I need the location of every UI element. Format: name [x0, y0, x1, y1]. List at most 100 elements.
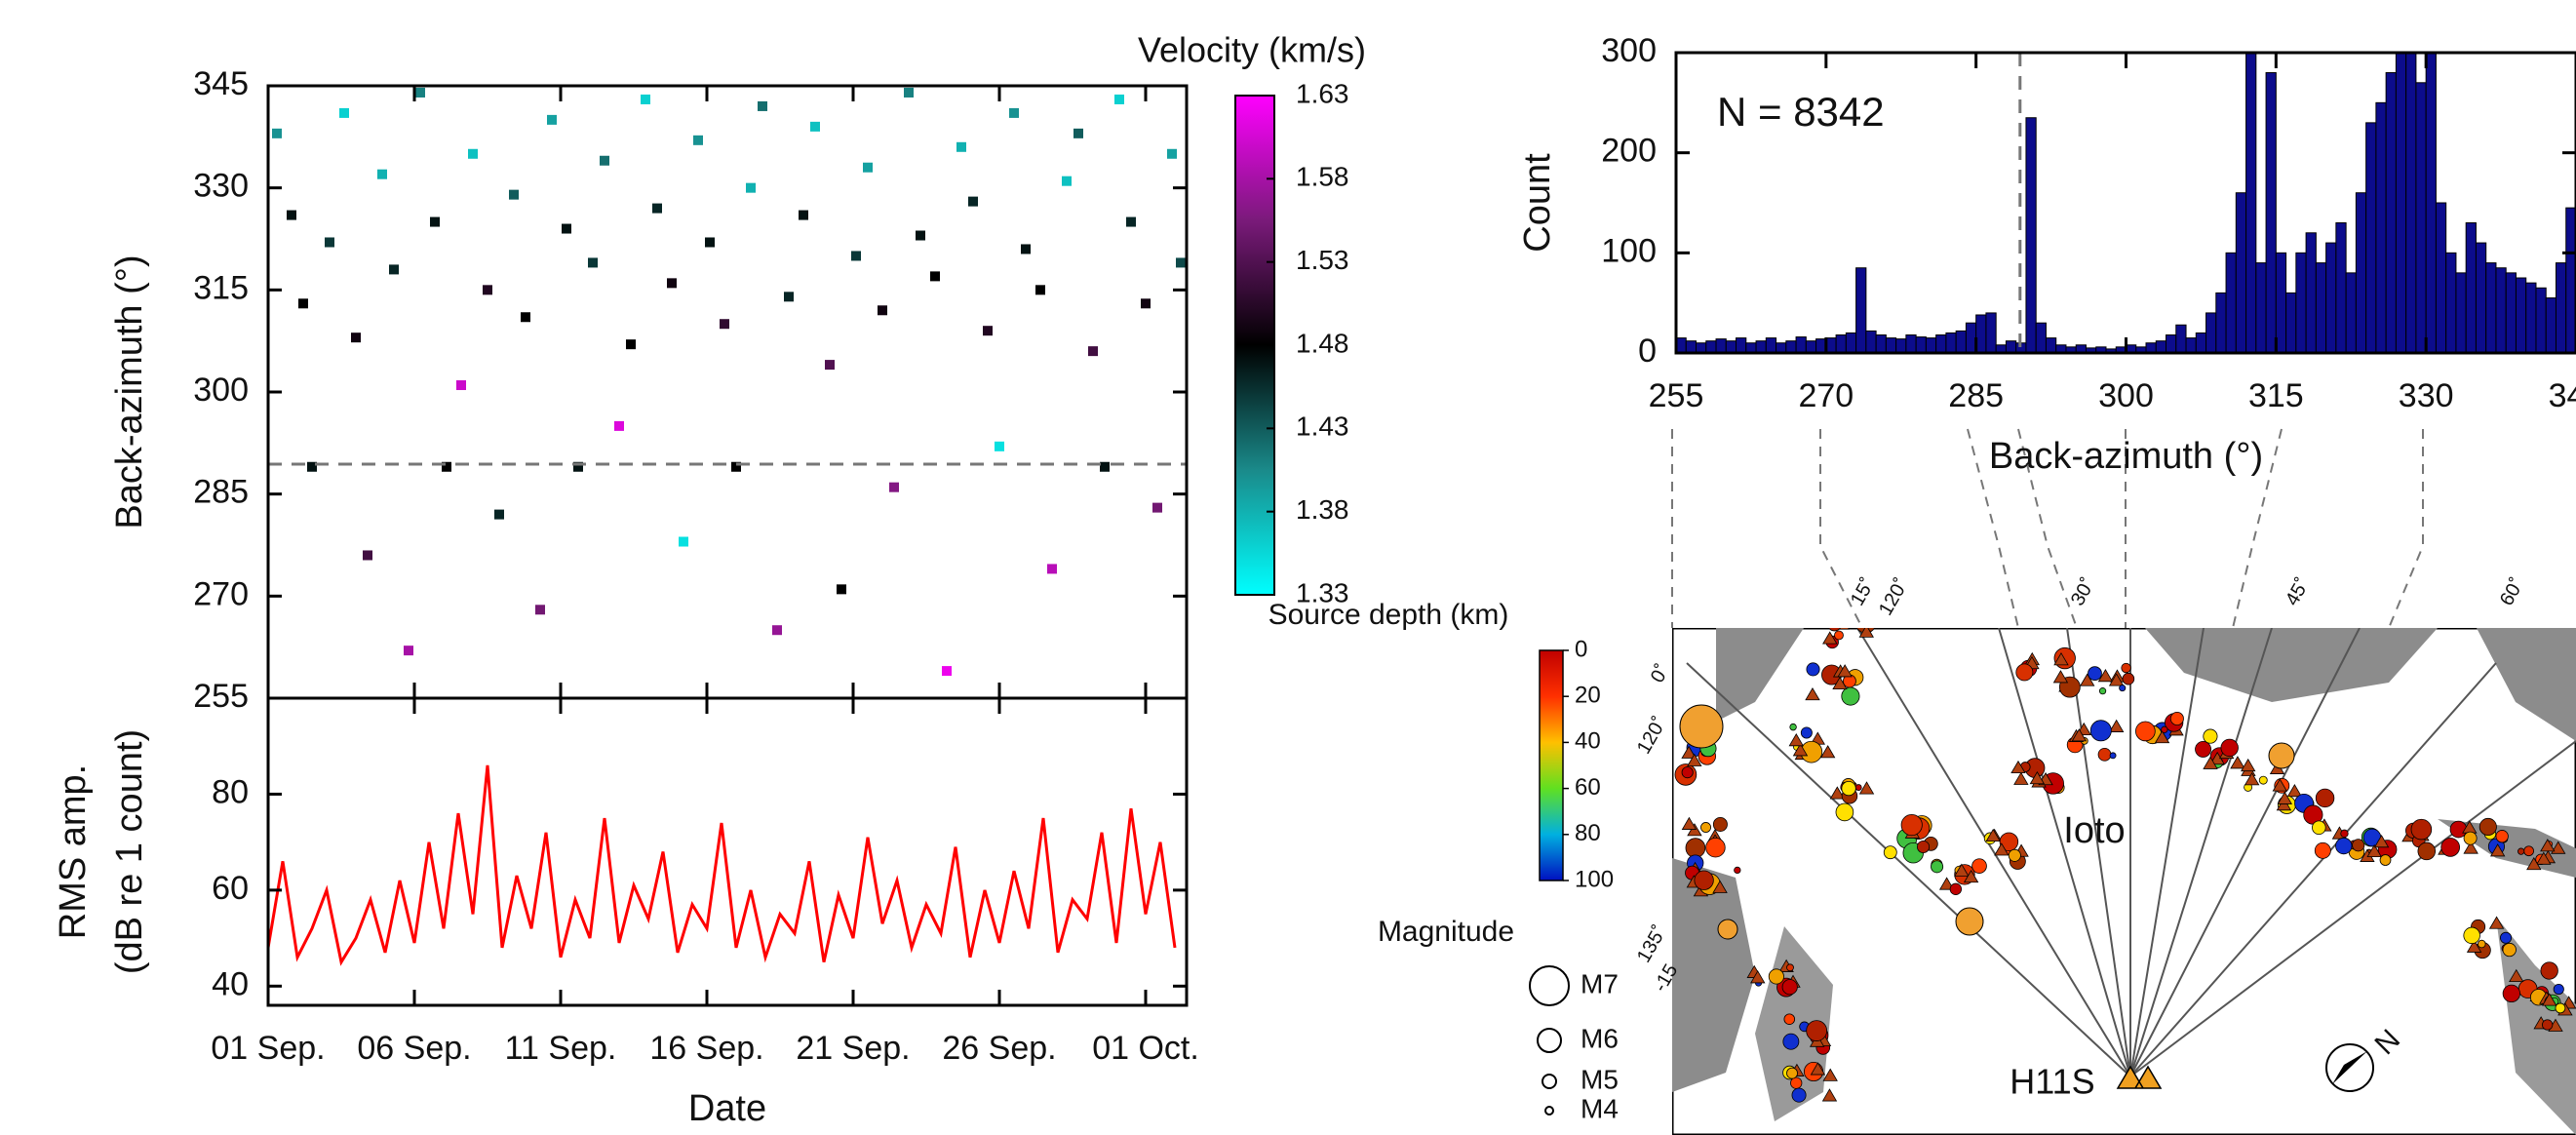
land — [2145, 628, 2438, 702]
event — [2379, 854, 2392, 866]
bar — [2405, 53, 2417, 353]
volcano — [2097, 669, 2114, 683]
land — [1716, 628, 1804, 722]
event — [1806, 662, 1820, 677]
bar — [1955, 330, 1967, 353]
point — [1073, 128, 1083, 138]
point — [679, 536, 688, 547]
point — [731, 461, 741, 472]
event — [2463, 926, 2480, 945]
x-tick-label: 11 Sep. — [505, 1030, 617, 1067]
bar — [2145, 342, 2157, 353]
colorbar-tick-label: 1.58 — [1296, 162, 1349, 192]
point — [772, 625, 782, 636]
volcano — [2154, 729, 2170, 744]
y-tick-label: 255 — [193, 678, 249, 715]
volcano — [1681, 745, 1697, 759]
point — [904, 87, 914, 98]
volcano — [2536, 851, 2552, 865]
y-axis-title: RMS amp. — [53, 764, 94, 939]
event — [2463, 831, 2478, 845]
volcano — [1954, 863, 1970, 877]
volcano — [1822, 631, 1838, 645]
point — [942, 666, 952, 677]
event — [2553, 983, 2564, 996]
volcano — [2509, 968, 2524, 983]
x-tick-label: 06 Sep. — [357, 1030, 471, 1067]
event — [1834, 630, 1844, 641]
depth-tick-label: 100 — [1575, 866, 1614, 892]
bar — [2355, 192, 2367, 353]
bar — [2415, 82, 2427, 353]
event — [2542, 1019, 2554, 1031]
event — [2500, 931, 2513, 944]
depth-tick-label: 0 — [1575, 636, 1587, 662]
ray-path — [2066, 628, 2131, 1077]
colorbar-tick-label: 1.53 — [1296, 245, 1349, 275]
volcano — [1819, 745, 1836, 759]
event — [2340, 829, 2349, 838]
point — [878, 305, 887, 316]
ray-path — [1686, 662, 2131, 1077]
bar — [2285, 292, 2297, 353]
point — [442, 461, 451, 472]
x-tick-label: 21 Sep. — [796, 1030, 910, 1067]
event — [2440, 838, 2460, 857]
event — [2089, 720, 2112, 742]
event — [2540, 961, 2558, 980]
y-tick-label: 330 — [193, 168, 249, 205]
event — [2315, 788, 2335, 808]
event — [1679, 704, 1724, 749]
event — [2203, 728, 2218, 744]
point — [404, 646, 413, 656]
bar — [2445, 252, 2457, 353]
bar — [1855, 267, 1867, 353]
event — [1783, 1013, 1796, 1025]
x-tick-label: 26 Sep. — [942, 1030, 1056, 1067]
event — [2122, 672, 2135, 685]
volcano — [2108, 673, 2125, 686]
event — [2478, 817, 2497, 837]
point — [483, 285, 492, 295]
bar — [1895, 338, 1907, 353]
bar — [2295, 252, 2307, 353]
x-tick-label: 01 Oct. — [1092, 1030, 1199, 1067]
volcano — [2526, 856, 2542, 871]
point — [363, 550, 372, 561]
bar — [2335, 222, 2347, 353]
volcano — [2277, 791, 2293, 804]
bar — [1745, 342, 1757, 353]
colorbar-tick-label: 1.43 — [1296, 411, 1349, 442]
bar — [1815, 338, 1827, 353]
volcano — [2080, 673, 2095, 686]
bar — [2195, 332, 2207, 353]
bar — [2025, 117, 2037, 353]
north-arrow-head — [2332, 1051, 2367, 1084]
point — [1021, 244, 1031, 254]
point — [272, 128, 282, 138]
volcano — [1750, 970, 1766, 984]
y-tick-label: 40 — [212, 965, 249, 1002]
point — [799, 210, 808, 220]
magnitude-symbol — [1542, 1074, 1557, 1089]
point — [825, 360, 835, 371]
x-tick-label: 315 — [2248, 377, 2304, 414]
volcano — [1837, 664, 1853, 678]
graticule-label: 60˚ — [2496, 574, 2529, 609]
bar — [1685, 340, 1698, 353]
point — [837, 584, 846, 595]
bar — [2515, 277, 2527, 353]
series-line — [266, 764, 1177, 966]
events — [1674, 628, 2576, 1103]
bar — [2185, 337, 2197, 353]
event — [2135, 721, 2156, 742]
point — [1088, 346, 1098, 357]
event — [2258, 775, 2268, 785]
event — [2410, 818, 2433, 841]
y-tick-label: 80 — [212, 773, 249, 810]
bar — [2155, 340, 2167, 353]
bar — [1945, 332, 1957, 353]
event — [1790, 1076, 1803, 1089]
point — [784, 292, 794, 302]
